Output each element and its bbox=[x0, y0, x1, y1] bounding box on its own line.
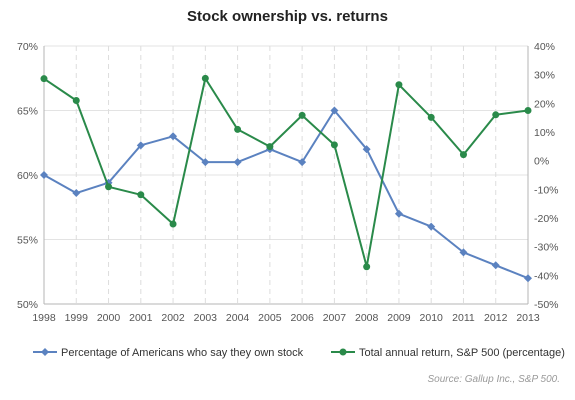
data-point-series-2 bbox=[395, 81, 403, 89]
data-point-series-2 bbox=[427, 113, 435, 121]
series-line-2 bbox=[43, 77, 529, 268]
data-point-series-2 bbox=[363, 263, 371, 271]
data-point-series-1 bbox=[169, 132, 178, 141]
data-point-series-2 bbox=[298, 111, 306, 119]
y-left-tick-label: 55% bbox=[17, 235, 38, 247]
data-point-series-2 bbox=[40, 75, 48, 83]
source-note: Source: Gallup Inc., S&P 500. bbox=[428, 374, 560, 385]
data-point-series-1 bbox=[298, 158, 307, 167]
data-point-series-1 bbox=[72, 189, 81, 198]
legend-marker-series-2 bbox=[339, 348, 347, 356]
legend-label-series-1: Percentage of Americans who say they own… bbox=[61, 347, 304, 359]
data-point-series-2 bbox=[72, 96, 80, 104]
y-right-tick-label: -30% bbox=[534, 242, 559, 254]
x-tick-label: 2011 bbox=[452, 312, 475, 324]
x-tick-label: 1998 bbox=[32, 312, 56, 324]
y-right-tick-label: -20% bbox=[534, 213, 559, 225]
data-point-series-2 bbox=[266, 143, 274, 151]
data-point-series-1 bbox=[201, 158, 210, 167]
data-point-series-2 bbox=[234, 125, 242, 133]
data-point-series-2 bbox=[137, 191, 145, 199]
data-point-series-2 bbox=[492, 111, 500, 119]
y-right-tick-label: 30% bbox=[534, 70, 555, 82]
data-point-series-1 bbox=[394, 209, 403, 218]
x-tick-label: 2009 bbox=[387, 312, 411, 324]
chart-title: Stock ownership vs. returns bbox=[187, 8, 388, 25]
x-tick-label: 2005 bbox=[258, 312, 282, 324]
x-tick-label: 2003 bbox=[194, 312, 218, 324]
data-point-series-2 bbox=[201, 74, 209, 82]
x-tick-label: 2008 bbox=[355, 312, 379, 324]
y-right-tick-label: 10% bbox=[534, 127, 555, 139]
data-point-series-1 bbox=[136, 141, 145, 150]
data-point-series-2 bbox=[524, 107, 532, 114]
data-point-series-1 bbox=[330, 106, 339, 115]
x-tick-label: 2013 bbox=[516, 312, 540, 324]
x-tick-label: 1999 bbox=[65, 312, 89, 324]
y-right-tick-label: -50% bbox=[534, 299, 559, 311]
series-line-1 bbox=[43, 109, 529, 280]
y-right-tick-label: 0% bbox=[534, 156, 549, 168]
x-tick-label: 2006 bbox=[290, 312, 314, 324]
data-point-series-2 bbox=[105, 183, 113, 191]
x-tick-label: 2012 bbox=[484, 312, 508, 324]
data-point-series-2 bbox=[169, 220, 177, 228]
legend-marker-series-1 bbox=[41, 348, 49, 356]
x-tick-label: 2002 bbox=[161, 312, 185, 324]
y-right-tick-label: -40% bbox=[534, 270, 559, 282]
y-right-tick-label: 40% bbox=[534, 41, 555, 53]
legend-label-series-2: Total annual return, S&P 500 (percentage… bbox=[359, 347, 565, 359]
y-left-tick-label: 50% bbox=[17, 299, 38, 311]
data-point-series-1 bbox=[40, 171, 48, 179]
data-point-series-2 bbox=[459, 151, 467, 159]
x-tick-label: 2004 bbox=[226, 312, 250, 324]
x-tick-label: 2001 bbox=[129, 312, 153, 324]
y-left-tick-label: 65% bbox=[17, 106, 38, 118]
data-point-series-1 bbox=[491, 261, 500, 270]
data-point-series-2 bbox=[330, 141, 338, 149]
data-point-series-1 bbox=[459, 248, 468, 257]
data-point-series-1 bbox=[233, 158, 242, 167]
data-point-series-1 bbox=[427, 222, 436, 231]
y-left-tick-label: 60% bbox=[17, 170, 38, 182]
data-point-series-1 bbox=[362, 145, 371, 154]
y-left-tick-label: 70% bbox=[17, 41, 38, 53]
y-right-tick-label: -10% bbox=[534, 184, 559, 196]
x-tick-label: 2000 bbox=[97, 312, 121, 324]
data-point-series-1 bbox=[524, 274, 532, 283]
y-right-tick-label: 20% bbox=[534, 98, 555, 110]
x-tick-label: 2007 bbox=[323, 312, 347, 324]
x-tick-label: 2010 bbox=[420, 312, 444, 324]
